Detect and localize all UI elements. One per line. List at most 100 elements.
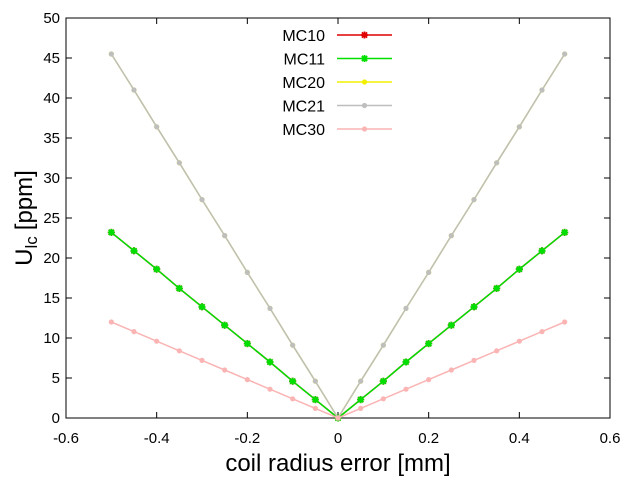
data-point	[380, 342, 386, 348]
data-point	[516, 124, 522, 130]
series-mc10	[107, 228, 569, 422]
data-point	[562, 319, 568, 325]
legend-entry: MC30	[282, 122, 392, 139]
data-point	[222, 233, 228, 239]
series-layer	[107, 51, 569, 422]
y-tick-label: 45	[43, 50, 60, 67]
data-point	[312, 405, 318, 411]
data-point	[107, 228, 115, 236]
y-tick-label: 0	[52, 410, 60, 427]
legend-label: MC30	[282, 122, 325, 139]
data-point	[402, 358, 410, 366]
series-line	[110, 53, 566, 420]
y-tick-label: 30	[43, 170, 60, 187]
data-point	[222, 367, 228, 373]
data-point	[289, 377, 297, 385]
legend-label: MC11	[284, 52, 326, 69]
data-point	[471, 357, 477, 363]
legend-entry: MC11	[284, 52, 392, 69]
legend-marker	[361, 79, 368, 85]
x-axis-title: coil radius error [mm]	[225, 450, 450, 477]
x-tick-label: -0.4	[144, 430, 170, 447]
data-point	[199, 197, 205, 203]
y-axis-title-unit: [ppm]	[11, 170, 38, 230]
x-tick-label: 0	[334, 430, 342, 447]
data-point	[108, 51, 114, 57]
data-point	[266, 358, 274, 366]
data-point	[312, 378, 318, 384]
data-point	[176, 348, 182, 354]
axis-ticks: -0.6 -0.4 -0.2 0 0.2 0.4 0.6 0 5 10 15 20 25 30 35 40 45…	[43, 10, 620, 447]
legend-entry: MC10	[282, 28, 392, 45]
data-point	[426, 269, 432, 275]
y-axis-title-main: U	[11, 248, 38, 265]
y-axis-title: Ulc [ppm]	[11, 170, 41, 266]
plot-frame	[65, 17, 611, 419]
data-point	[494, 348, 500, 354]
y-tick-label: 5	[52, 370, 60, 387]
x-tick-label: 0.2	[418, 430, 439, 447]
data-point	[403, 305, 409, 311]
data-point	[358, 378, 364, 384]
data-point	[516, 338, 522, 344]
y-tick-label: 25	[43, 210, 60, 227]
data-point	[244, 377, 250, 383]
data-point	[425, 340, 433, 348]
y-tick-label: 40	[43, 90, 60, 107]
series-line	[110, 231, 566, 419]
data-point	[131, 87, 137, 93]
data-point	[538, 247, 546, 255]
series-mc30	[108, 319, 568, 421]
legend-marker	[361, 31, 368, 39]
data-point	[358, 405, 364, 411]
data-point	[539, 87, 545, 93]
data-point	[380, 396, 386, 402]
legend-label: MC20	[282, 75, 325, 92]
data-point	[562, 51, 568, 57]
data-point	[221, 321, 229, 329]
data-point	[108, 319, 114, 325]
data-point	[267, 386, 273, 392]
y-axis-title-sub: lc	[22, 236, 41, 249]
y-tick-label: 50	[43, 10, 60, 27]
data-point	[154, 338, 160, 344]
data-point	[153, 265, 161, 273]
data-point	[515, 265, 523, 273]
x-tick-label: 0.4	[509, 430, 530, 447]
legend-label: MC21	[282, 99, 325, 116]
y-tick-label: 15	[43, 290, 60, 307]
data-point	[244, 269, 250, 275]
y-tick-label: 20	[43, 250, 60, 267]
data-point	[175, 284, 183, 292]
y-tick-label: 10	[43, 330, 60, 347]
data-point	[243, 340, 251, 348]
y-tick-label: 35	[43, 130, 60, 147]
data-point	[561, 228, 569, 236]
data-point	[335, 415, 341, 421]
legend-marker	[361, 55, 368, 62]
legend-entry: MC20	[282, 75, 392, 92]
data-point	[493, 284, 501, 292]
data-point	[448, 233, 454, 239]
legend-entry: MC21	[282, 99, 392, 116]
data-point	[154, 124, 160, 130]
data-point	[447, 321, 455, 329]
data-point	[426, 377, 432, 383]
legend-marker	[361, 102, 368, 109]
data-point	[311, 396, 319, 404]
data-point	[130, 247, 138, 255]
data-point	[290, 342, 296, 348]
legend-label: MC10	[282, 28, 325, 45]
data-point	[290, 396, 296, 402]
data-point	[199, 357, 205, 363]
data-point	[379, 377, 387, 385]
data-point	[403, 386, 409, 392]
x-tick-label: -0.6	[53, 430, 79, 447]
data-point	[539, 329, 545, 335]
data-point	[198, 303, 206, 311]
series-mc20	[108, 51, 568, 421]
data-point	[470, 303, 478, 311]
legend: MC10 MC11 MC20 MC21 MC30	[282, 28, 392, 139]
data-point	[357, 396, 365, 404]
